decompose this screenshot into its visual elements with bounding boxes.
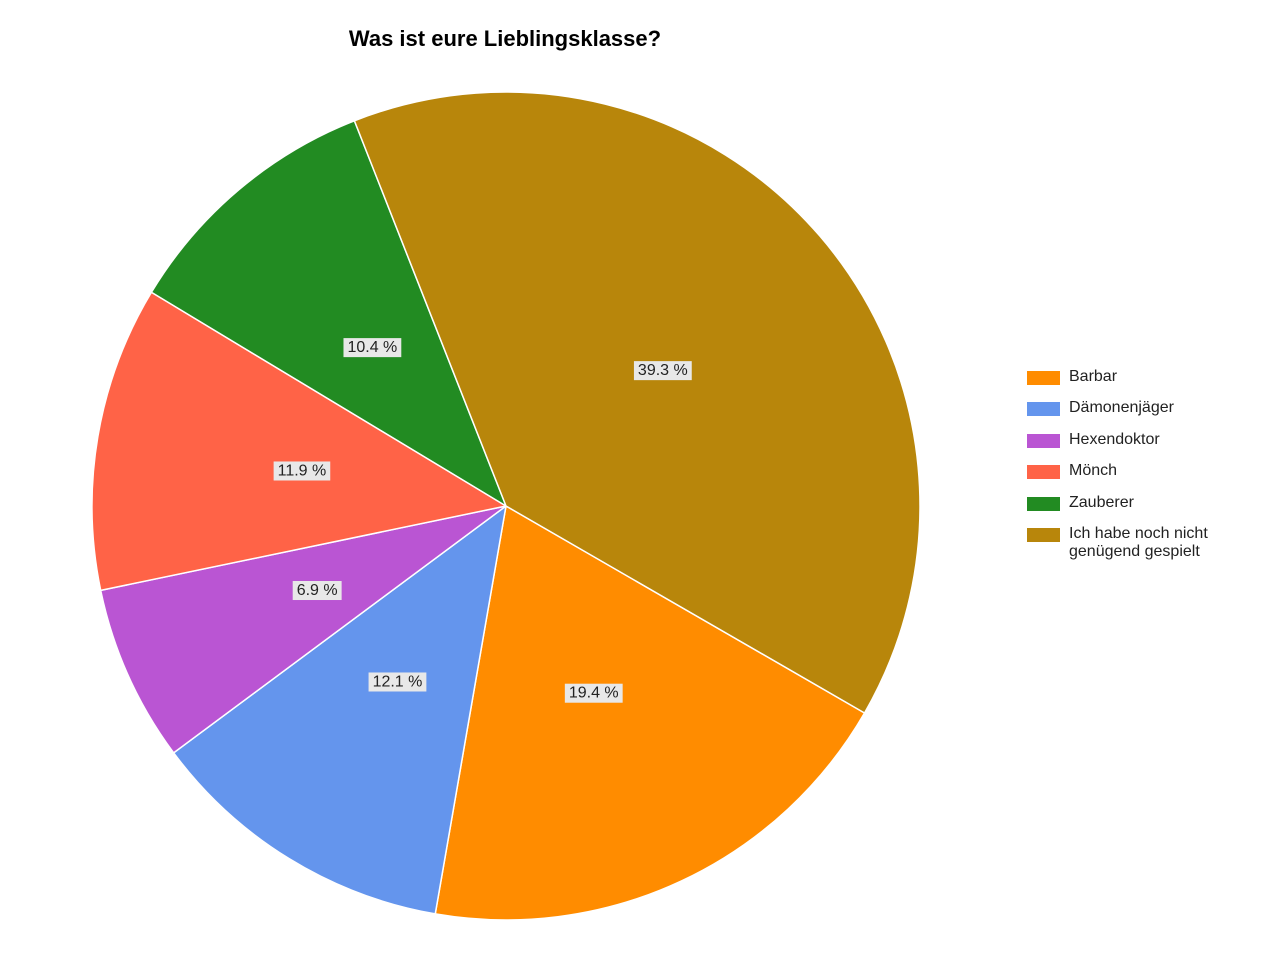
pie-slice xyxy=(353,91,921,715)
legend-label: Mönch xyxy=(1069,462,1118,480)
legend-item: Barbar xyxy=(1027,368,1257,386)
data-label-bg xyxy=(564,683,623,703)
legend-item: Ich habe noch nicht genügend gespielt xyxy=(1027,525,1257,562)
data-label-bg xyxy=(633,361,692,381)
chart-title: Was ist eure Lieblingsklasse? xyxy=(349,26,661,51)
legend-label: Hexendoktor xyxy=(1069,430,1160,448)
data-label-bg xyxy=(343,338,402,358)
data-label: 39.3 % xyxy=(638,362,688,379)
legend-item: Hexendoktor xyxy=(1027,431,1257,449)
data-label-bg xyxy=(292,581,342,601)
legend-label: Barbar xyxy=(1069,368,1118,385)
pie-slice xyxy=(99,505,507,754)
data-label-bg xyxy=(368,672,427,692)
data-label: 11.9 % xyxy=(278,462,327,479)
legend-label: Zauberer xyxy=(1069,493,1134,511)
data-label: 19.4 % xyxy=(569,685,619,702)
legend-swatch xyxy=(1027,527,1060,542)
pie-slice xyxy=(150,119,508,508)
legend-swatch xyxy=(1027,371,1060,385)
pie-slice xyxy=(172,504,508,915)
legend-item: Mönch xyxy=(1027,462,1257,480)
legend-swatch xyxy=(1027,496,1060,511)
data-label: 10.4 % xyxy=(347,339,397,356)
pie-slice xyxy=(91,291,509,592)
data-label: 6.9 % xyxy=(297,582,338,599)
legend-item: Zauberer xyxy=(1027,494,1257,512)
data-label-bg xyxy=(273,461,331,481)
legend-swatch xyxy=(1027,433,1060,448)
legend-swatch xyxy=(1027,465,1060,480)
data-label: 12.1 % xyxy=(373,673,423,690)
legend-swatch xyxy=(1027,402,1060,417)
legend: Barbar Dämonenjäger Hexendoktor Mönch Zauber… xyxy=(1027,368,1257,575)
pie-slice xyxy=(434,504,866,921)
legend-label: Dämonenjäger xyxy=(1069,399,1174,417)
legend-label: Ich habe noch nicht genügend gespielt xyxy=(1069,524,1208,561)
legend-item: Dämonenjäger xyxy=(1027,399,1257,417)
